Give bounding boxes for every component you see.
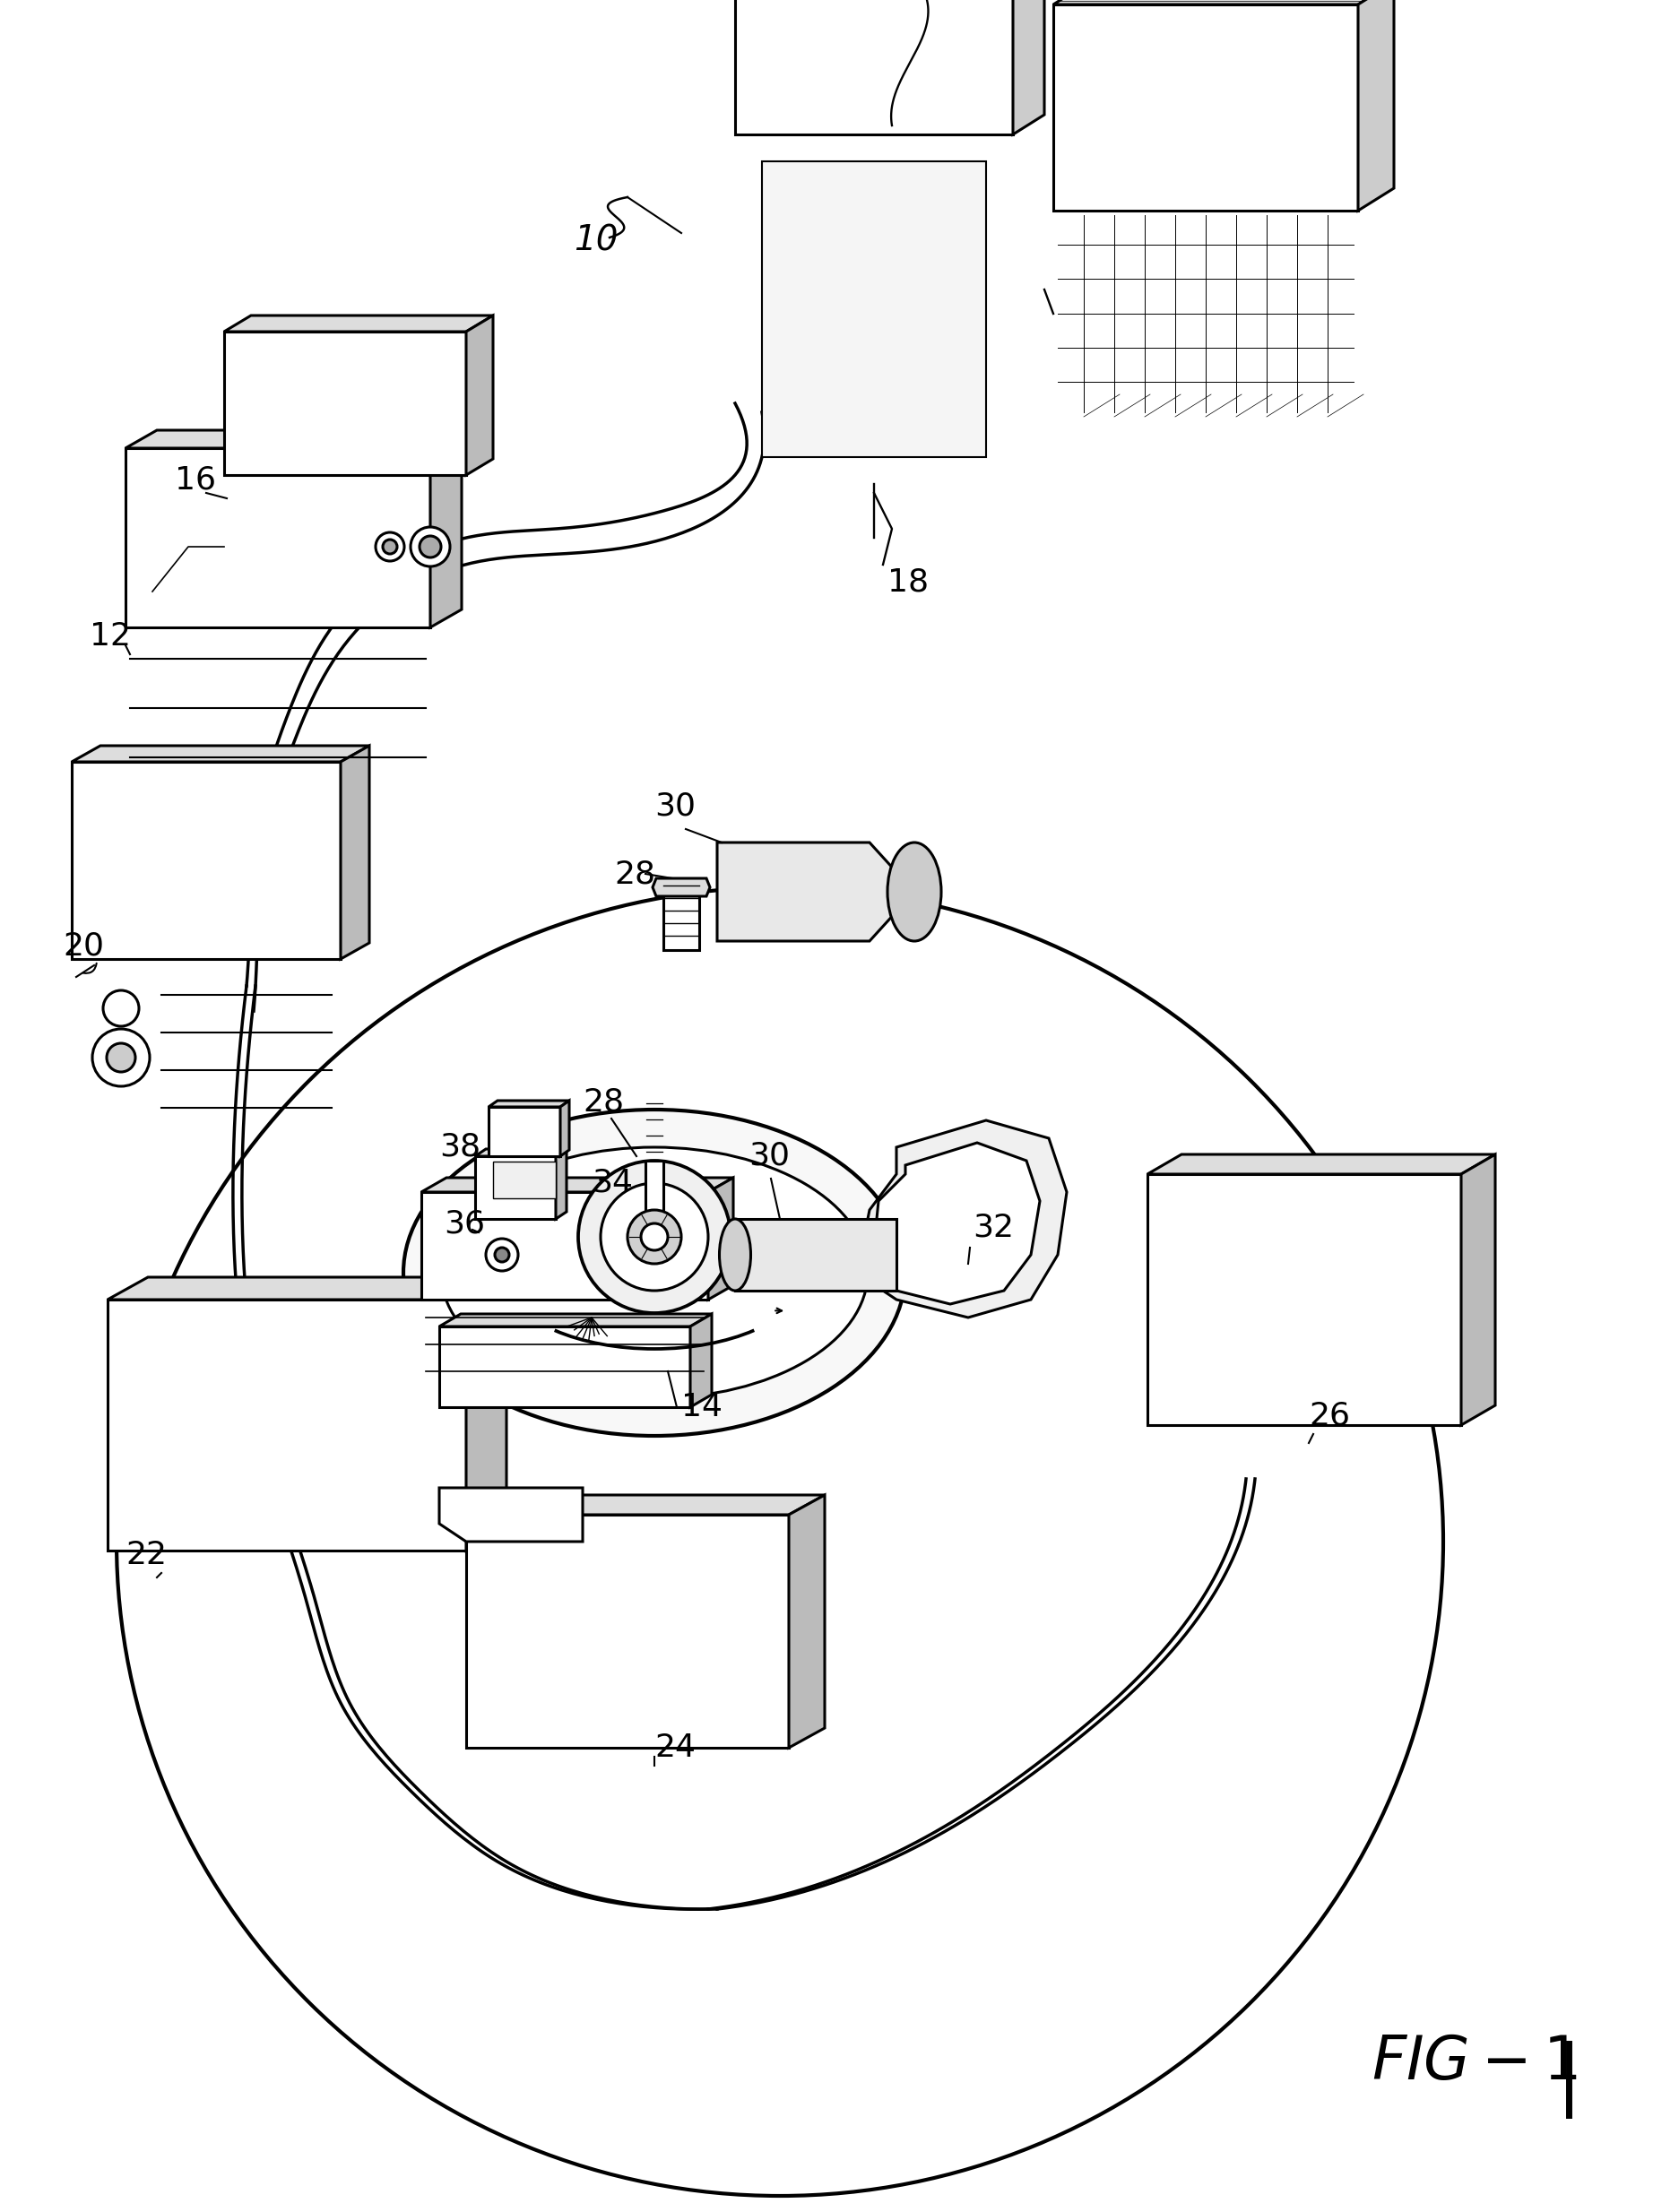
Polygon shape (465, 1515, 789, 1747)
Circle shape (420, 535, 442, 557)
Text: 30: 30 (749, 1141, 789, 1172)
Circle shape (410, 526, 450, 566)
Text: 36: 36 (443, 1208, 485, 1239)
Circle shape (92, 1029, 149, 1086)
Polygon shape (717, 843, 913, 940)
Polygon shape (1147, 1175, 1461, 1425)
Polygon shape (489, 1102, 569, 1106)
Circle shape (383, 540, 396, 553)
Circle shape (643, 1263, 665, 1283)
Text: 14: 14 (682, 1391, 722, 1422)
Polygon shape (1461, 1155, 1494, 1425)
Text: 22: 22 (126, 1540, 166, 1571)
Text: 28: 28 (583, 1086, 623, 1117)
Polygon shape (651, 878, 710, 896)
Polygon shape (465, 1276, 505, 1551)
Circle shape (628, 1210, 682, 1263)
Polygon shape (1053, 4, 1357, 210)
Ellipse shape (719, 1219, 751, 1290)
Circle shape (495, 1248, 509, 1263)
Ellipse shape (442, 1148, 868, 1398)
Circle shape (376, 533, 405, 562)
Text: 28: 28 (615, 858, 655, 889)
Polygon shape (107, 1276, 505, 1301)
Text: 16: 16 (175, 465, 217, 495)
Polygon shape (860, 1119, 1066, 1318)
Polygon shape (438, 1327, 690, 1407)
Polygon shape (1357, 0, 1394, 210)
Polygon shape (72, 761, 341, 960)
Text: 32: 32 (972, 1212, 1014, 1243)
Bar (492, 1161, 556, 1199)
Text: 12: 12 (89, 622, 131, 653)
Circle shape (615, 1232, 695, 1314)
Polygon shape (126, 429, 462, 449)
Text: 20: 20 (62, 931, 104, 960)
Polygon shape (556, 1148, 566, 1219)
Circle shape (107, 1044, 136, 1073)
Circle shape (485, 1239, 517, 1272)
Polygon shape (690, 1314, 712, 1407)
Polygon shape (789, 1495, 824, 1747)
Polygon shape (107, 1301, 465, 1551)
Polygon shape (475, 1148, 566, 1157)
Polygon shape (341, 745, 369, 960)
Polygon shape (1147, 1155, 1494, 1175)
Circle shape (631, 1250, 677, 1294)
Bar (735, 1219, 897, 1290)
Polygon shape (223, 332, 465, 476)
Text: 18: 18 (887, 566, 928, 597)
Polygon shape (873, 1144, 1039, 1305)
Ellipse shape (403, 1110, 905, 1436)
Polygon shape (72, 745, 369, 761)
Text: 26: 26 (1308, 1400, 1350, 1431)
Polygon shape (762, 161, 986, 458)
Polygon shape (430, 429, 462, 628)
Text: 38: 38 (438, 1133, 480, 1164)
Bar (663, 878, 698, 949)
Text: 24: 24 (655, 1732, 695, 1763)
Text: 34: 34 (591, 1168, 633, 1199)
Polygon shape (1053, 0, 1394, 4)
Polygon shape (561, 1102, 569, 1157)
Polygon shape (709, 1177, 732, 1301)
Ellipse shape (887, 843, 940, 940)
Text: 30: 30 (655, 792, 695, 823)
Polygon shape (465, 316, 492, 476)
Circle shape (102, 991, 139, 1026)
Bar (645, 1161, 663, 1232)
Polygon shape (421, 1192, 709, 1301)
Circle shape (601, 1183, 709, 1290)
Polygon shape (421, 1177, 732, 1192)
Polygon shape (489, 1106, 561, 1157)
Polygon shape (475, 1157, 556, 1219)
Polygon shape (465, 1495, 824, 1515)
Circle shape (641, 1223, 668, 1250)
Polygon shape (735, 0, 1012, 135)
Circle shape (578, 1161, 730, 1314)
Ellipse shape (880, 1219, 912, 1290)
Polygon shape (126, 449, 430, 628)
Polygon shape (223, 316, 492, 332)
Polygon shape (1012, 0, 1044, 135)
Polygon shape (438, 1489, 583, 1542)
Text: 10: 10 (574, 223, 618, 259)
Text: $FIG-1$: $FIG-1$ (1370, 2033, 1577, 2093)
Polygon shape (438, 1314, 712, 1327)
